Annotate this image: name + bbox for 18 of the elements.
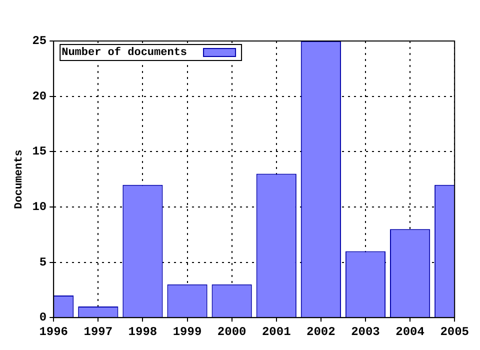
y-tick-label: 25 <box>32 34 47 48</box>
x-tick-label: 2005 <box>440 324 470 339</box>
y-axis-title: Documents <box>13 150 26 210</box>
x-tick-label: 1999 <box>172 324 202 339</box>
y-tick-label: 15 <box>32 144 47 159</box>
x-tick-label: 2003 <box>351 324 380 339</box>
y-tick-label: 10 <box>32 200 47 214</box>
legend-label: Number of documents <box>62 46 188 59</box>
x-tick-label: 2004 <box>396 324 424 339</box>
x-tick-label: 1996 <box>39 324 68 339</box>
x-tick-label: 2001 <box>262 324 291 339</box>
x-tick-label: 2000 <box>217 324 246 339</box>
y-tick-label: 0 <box>39 310 47 325</box>
x-tick-label: 1997 <box>84 324 113 339</box>
x-tick-label: 1998 <box>128 324 158 339</box>
y-tick-label: 5 <box>39 255 47 270</box>
x-tick-label: 2002 <box>306 324 336 339</box>
y-tick-label: 20 <box>32 89 47 104</box>
